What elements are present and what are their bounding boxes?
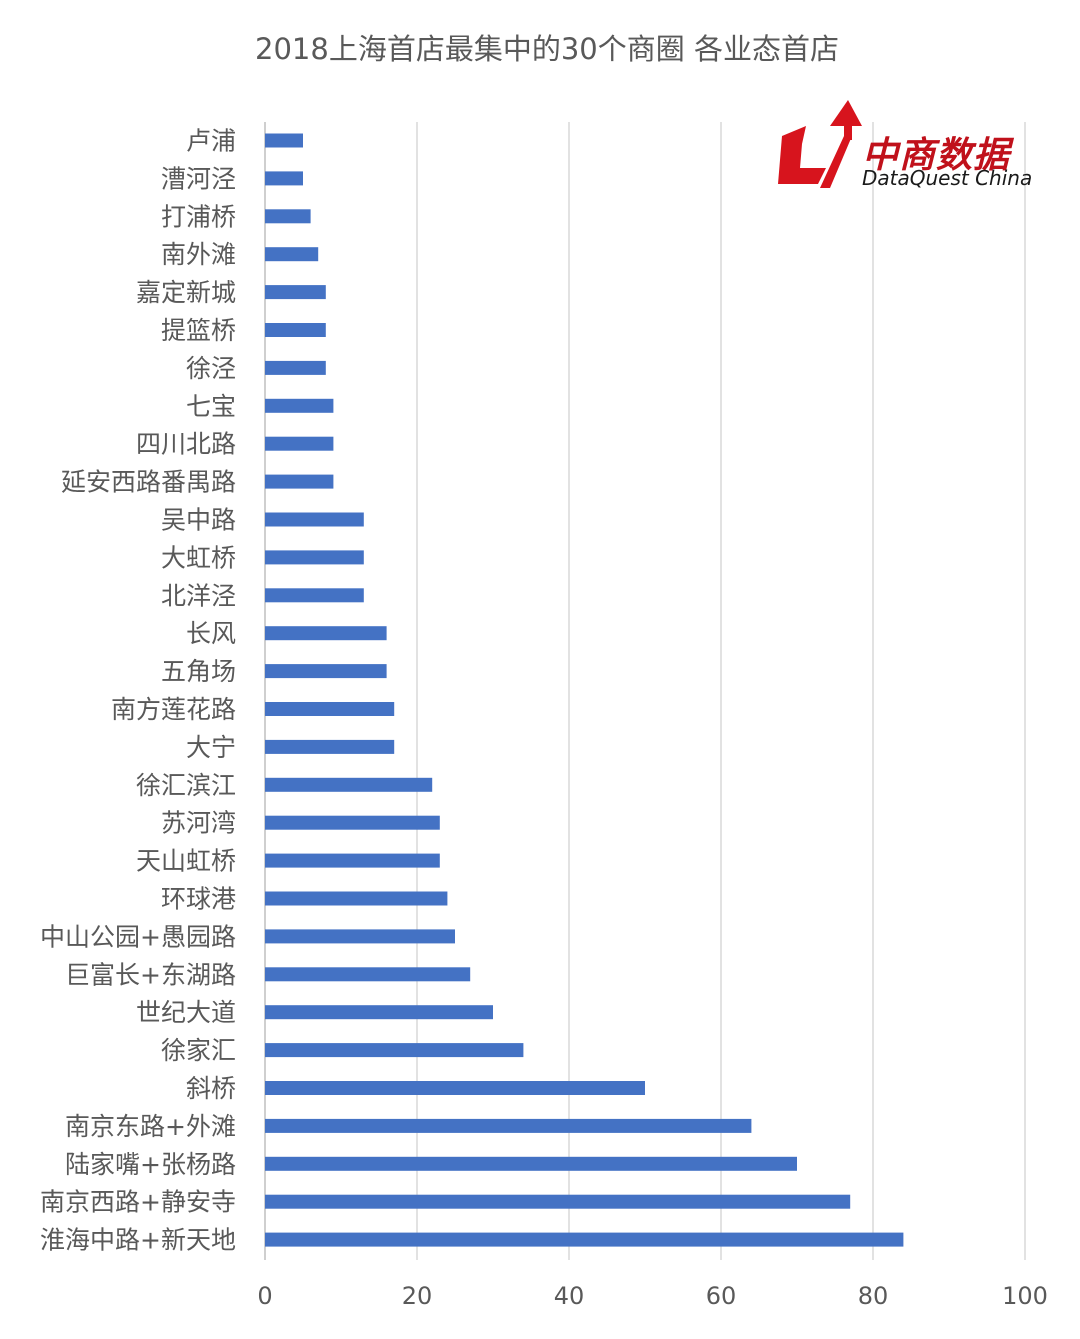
bar (265, 967, 471, 982)
category-label: 斜桥 (186, 1074, 236, 1103)
bar (265, 171, 303, 186)
bar (265, 323, 326, 337)
category-label: 五角场 (161, 657, 236, 686)
category-label: 南外滩 (161, 240, 236, 269)
bar (265, 1118, 752, 1133)
bar (265, 1081, 645, 1095)
x-tick-label: 100 (1002, 1282, 1048, 1310)
bar (265, 436, 334, 451)
x-tick-label: 0 (257, 1282, 272, 1310)
logo-chinese-text: 中商数据 (862, 135, 1011, 176)
bar (265, 853, 440, 868)
bar (265, 1005, 493, 1020)
bar (265, 512, 364, 527)
category-label: 中山公园+愚园路 (40, 922, 236, 951)
bar (265, 664, 387, 679)
x-axis-tick-labels: 0 20 40 60 80 100 (257, 1282, 1048, 1310)
category-label: 徐泾 (186, 354, 236, 383)
bar (265, 1043, 524, 1058)
chart-title: 2018上海首店最集中的30个商圈 各业态首店 (255, 32, 839, 66)
bar (265, 550, 364, 565)
bar (265, 360, 326, 375)
category-label: 苏河湾 (161, 809, 236, 838)
category-label: 徐汇滨江 (136, 771, 236, 800)
logo-mark-icon (778, 100, 862, 188)
category-label: 延安西路番禺路 (61, 468, 236, 497)
bar (265, 1232, 904, 1247)
bar (265, 588, 364, 603)
bar (265, 702, 395, 716)
logo: 中商数据 DataQuest China (772, 96, 1052, 196)
bar (265, 285, 326, 300)
category-label: 北洋泾 (161, 581, 236, 610)
x-tick-label: 40 (554, 1282, 585, 1310)
category-label: 吴中路 (161, 506, 236, 535)
bars (265, 133, 904, 1247)
category-label: 打浦桥 (161, 202, 236, 231)
x-tick-label: 60 (706, 1282, 737, 1310)
bar (265, 474, 334, 489)
bar (265, 398, 334, 413)
category-label: 提篮桥 (161, 316, 236, 345)
category-label: 世纪大道 (136, 998, 236, 1027)
category-label: 卢浦 (186, 127, 236, 156)
bar (265, 777, 433, 792)
category-label: 南京西路+静安寺 (40, 1188, 236, 1217)
category-label: 天山虹桥 (136, 847, 236, 876)
category-label: 七宝 (186, 392, 236, 421)
bar (265, 929, 455, 944)
grid-lines (264, 122, 1026, 1260)
category-label: 大宁 (186, 733, 236, 762)
category-label: 淮海中路+新天地 (40, 1226, 236, 1255)
bar (265, 133, 303, 148)
bar (265, 739, 395, 754)
category-label: 环球港 (161, 885, 236, 914)
category-label: 陆家嘴+张杨路 (65, 1150, 236, 1179)
category-labels: 卢浦漕河泾打浦桥南外滩嘉定新城提篮桥徐泾七宝四川北路延安西路番禺路吴中路大虹桥北… (40, 127, 236, 1255)
x-tick-label: 80 (858, 1282, 889, 1310)
category-label: 嘉定新城 (136, 278, 236, 307)
category-label: 南京东路+外滩 (65, 1112, 236, 1141)
bar (265, 1194, 851, 1209)
category-label: 漕河泾 (161, 164, 236, 193)
bar (265, 891, 448, 906)
category-label: 长风 (186, 619, 236, 648)
logo-english-text: DataQuest China (862, 166, 1033, 190)
x-tick-label: 20 (402, 1282, 433, 1310)
category-label: 巨富长+东湖路 (65, 960, 236, 989)
category-label: 大虹桥 (161, 543, 236, 572)
bar (265, 1156, 797, 1171)
category-label: 四川北路 (136, 430, 236, 459)
bar (265, 247, 319, 262)
bar (265, 626, 387, 641)
category-label: 徐家汇 (161, 1036, 236, 1065)
bar (265, 209, 311, 224)
bar (265, 815, 440, 830)
category-label: 南方莲花路 (111, 695, 236, 724)
